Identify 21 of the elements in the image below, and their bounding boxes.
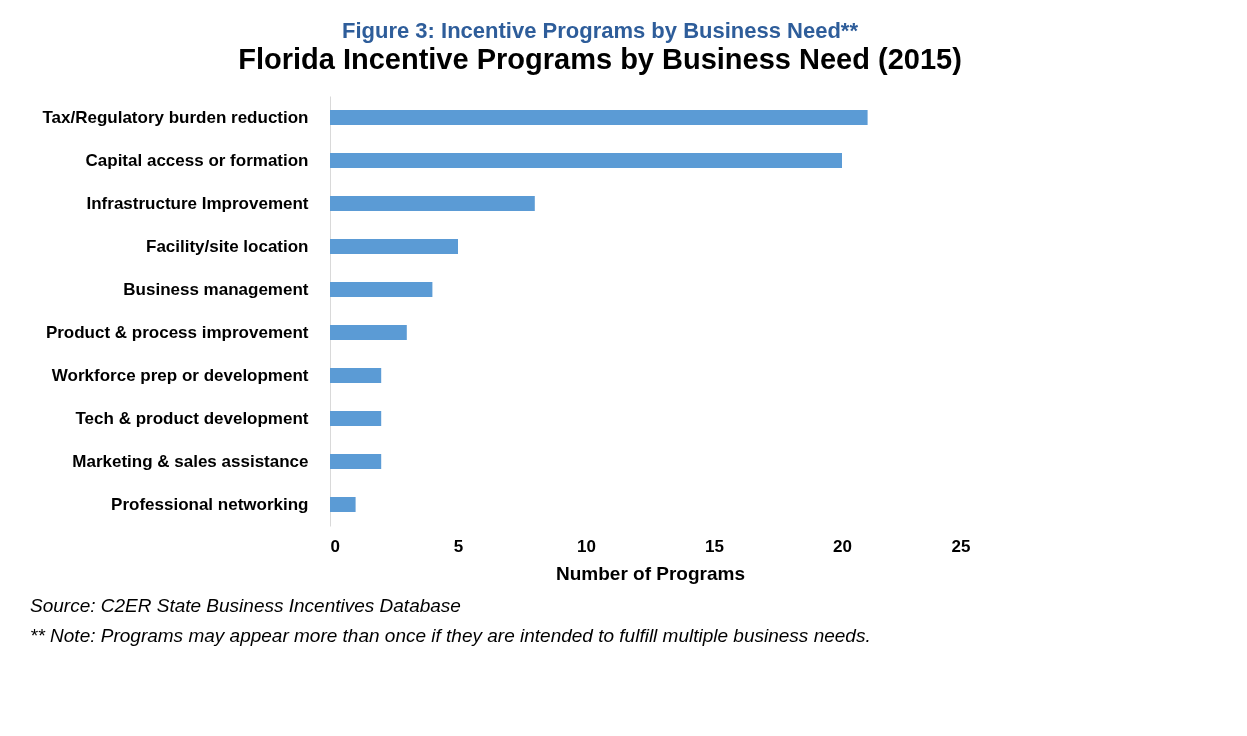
chart-subtitle: Florida Incentive Programs by Business Need (2015) (238, 43, 962, 75)
y-tick-label: Professional networking (111, 494, 309, 514)
y-tick-label: Tech & product development (75, 408, 309, 428)
x-tick-label: 0 (330, 536, 340, 556)
x-tick-label: 15 (705, 536, 724, 556)
y-tick-label: Marketing & sales assistance (72, 451, 309, 471)
y-tick-label: Business management (123, 279, 309, 299)
y-tick-label: Product & process improvement (45, 322, 309, 342)
y-tick-label: Facility/site location (146, 236, 309, 256)
x-tick-label: 25 (951, 536, 971, 556)
source-note: Source: C2ER State Business Incentives Database (30, 595, 461, 616)
x-tick-label: 5 (453, 536, 464, 556)
x-tick-label: 20 (833, 536, 852, 556)
y-tick-label: Infrastructure Improvement (86, 193, 309, 213)
x-axis-title: Number of Programs (556, 562, 745, 584)
chart-title: Figure 3: Incentive Programs by Business Need** (342, 18, 859, 43)
x-tick-label: 10 (577, 536, 596, 556)
y-tick-label: Tax/Regulatory burden reduction (42, 107, 309, 127)
y-tick-label: Workforce prep or development (51, 365, 309, 385)
text: ** Note: Programs may appear more than once if they are intended to fulfill multiple business needs. (30, 625, 871, 646)
y-tick-label: Capital access or formation (85, 150, 309, 170)
